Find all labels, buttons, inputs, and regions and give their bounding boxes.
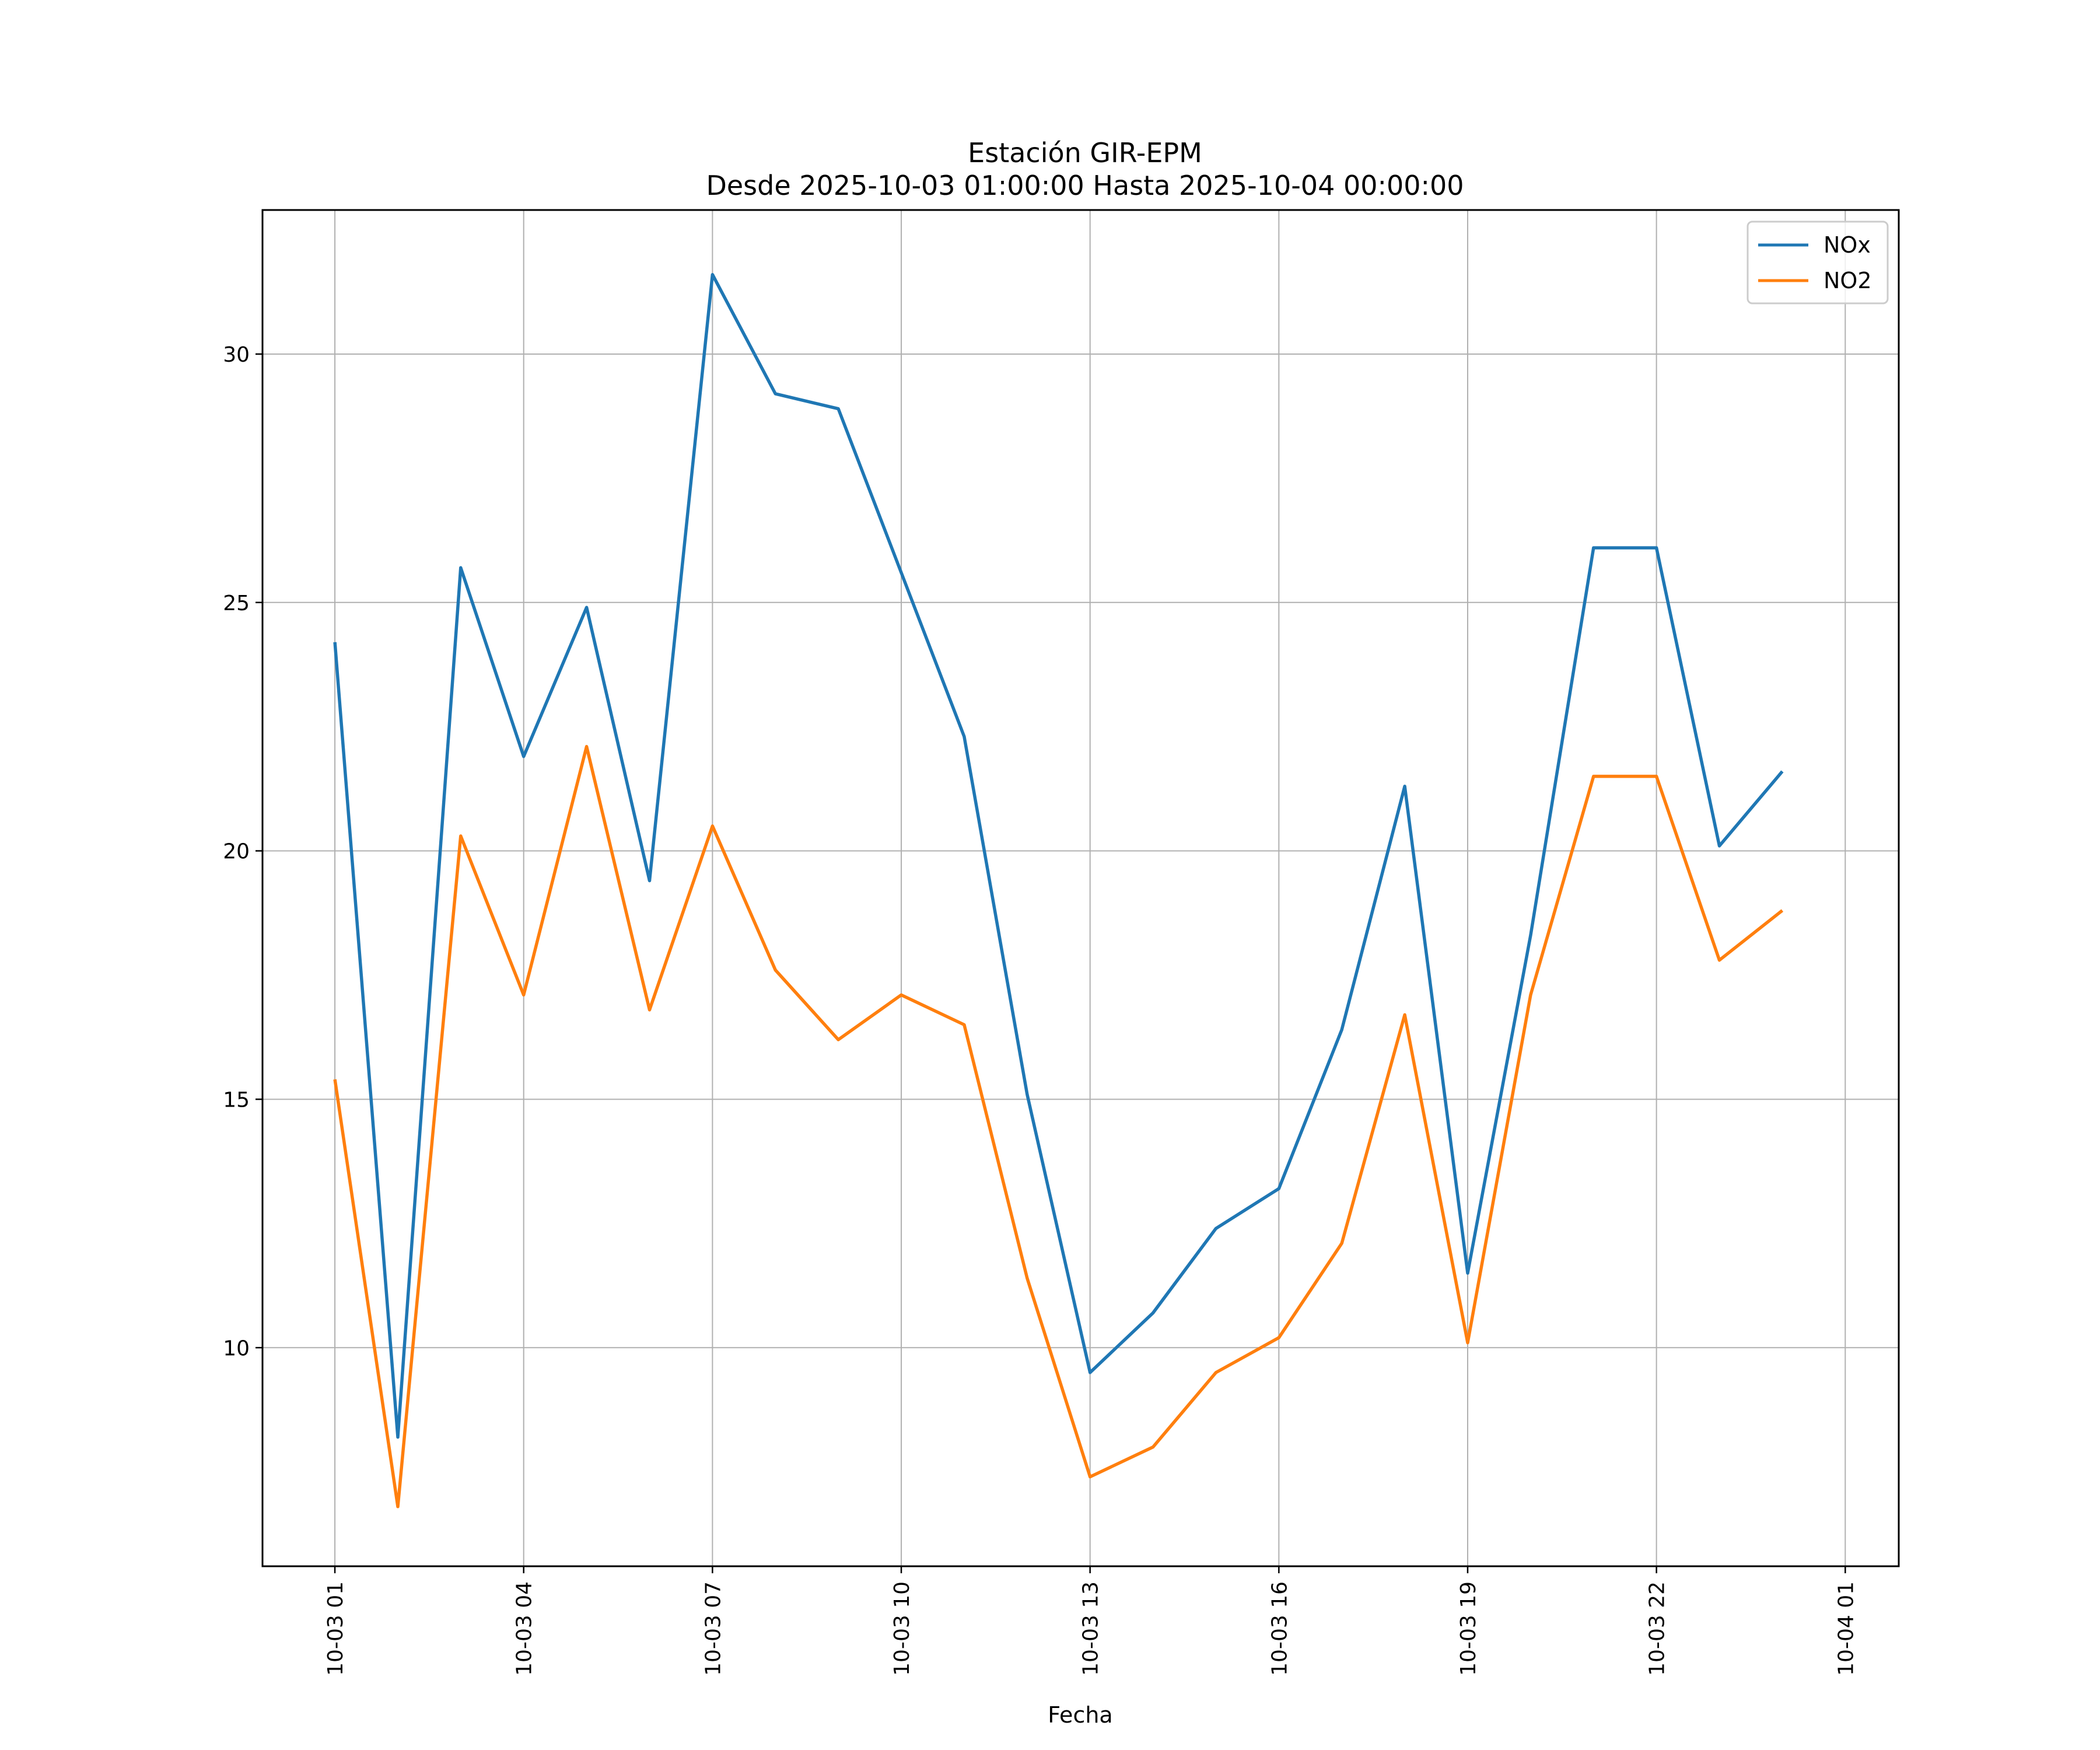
plot-frame [261, 209, 1900, 1567]
x-tick-label: 10-03 04 [513, 1581, 537, 1676]
series-lines [333, 272, 1784, 1508]
x-tick-label: 10-03 10 [890, 1581, 914, 1676]
legend: NOx NO2 [1746, 220, 1889, 304]
y-tick-label: 20 [223, 840, 250, 864]
x-tick-label: 10-03 19 [1457, 1581, 1480, 1676]
legend-box [1746, 220, 1889, 304]
x-tick-label: 10-03 22 [1646, 1581, 1670, 1676]
axis-ticks: 10 15 20 25 30 10-03 01 10-03 04 10-03 07 10-03 … [223, 343, 1858, 1676]
x-tick-label: 10-03 07 [701, 1581, 725, 1676]
y-tick-label: 25 [223, 592, 250, 615]
series-line-nox [333, 272, 1784, 1439]
legend-label-no2: NO2 [1824, 268, 1872, 293]
chart-title: Estación GIR-EPM [968, 137, 1202, 169]
series-line-no2 [333, 745, 1784, 1508]
legend-label-nox: NOx [1824, 232, 1871, 258]
y-tick-label: 15 [223, 1088, 250, 1112]
x-tick-label: 10-04 01 [1834, 1581, 1858, 1676]
chart-subtitle: Desde 2025-10-03 01:00:00 Hasta 2025-10-… [706, 170, 1464, 201]
x-axis-label: Fecha [1048, 1702, 1112, 1728]
x-tick-label: 10-03 13 [1079, 1581, 1103, 1676]
y-tick-label: 10 [223, 1336, 250, 1360]
grid [262, 210, 1899, 1566]
x-tick-label: 10-03 16 [1268, 1581, 1292, 1676]
y-tick-label: 30 [223, 343, 250, 367]
x-tick-label: 10-03 01 [324, 1581, 348, 1676]
